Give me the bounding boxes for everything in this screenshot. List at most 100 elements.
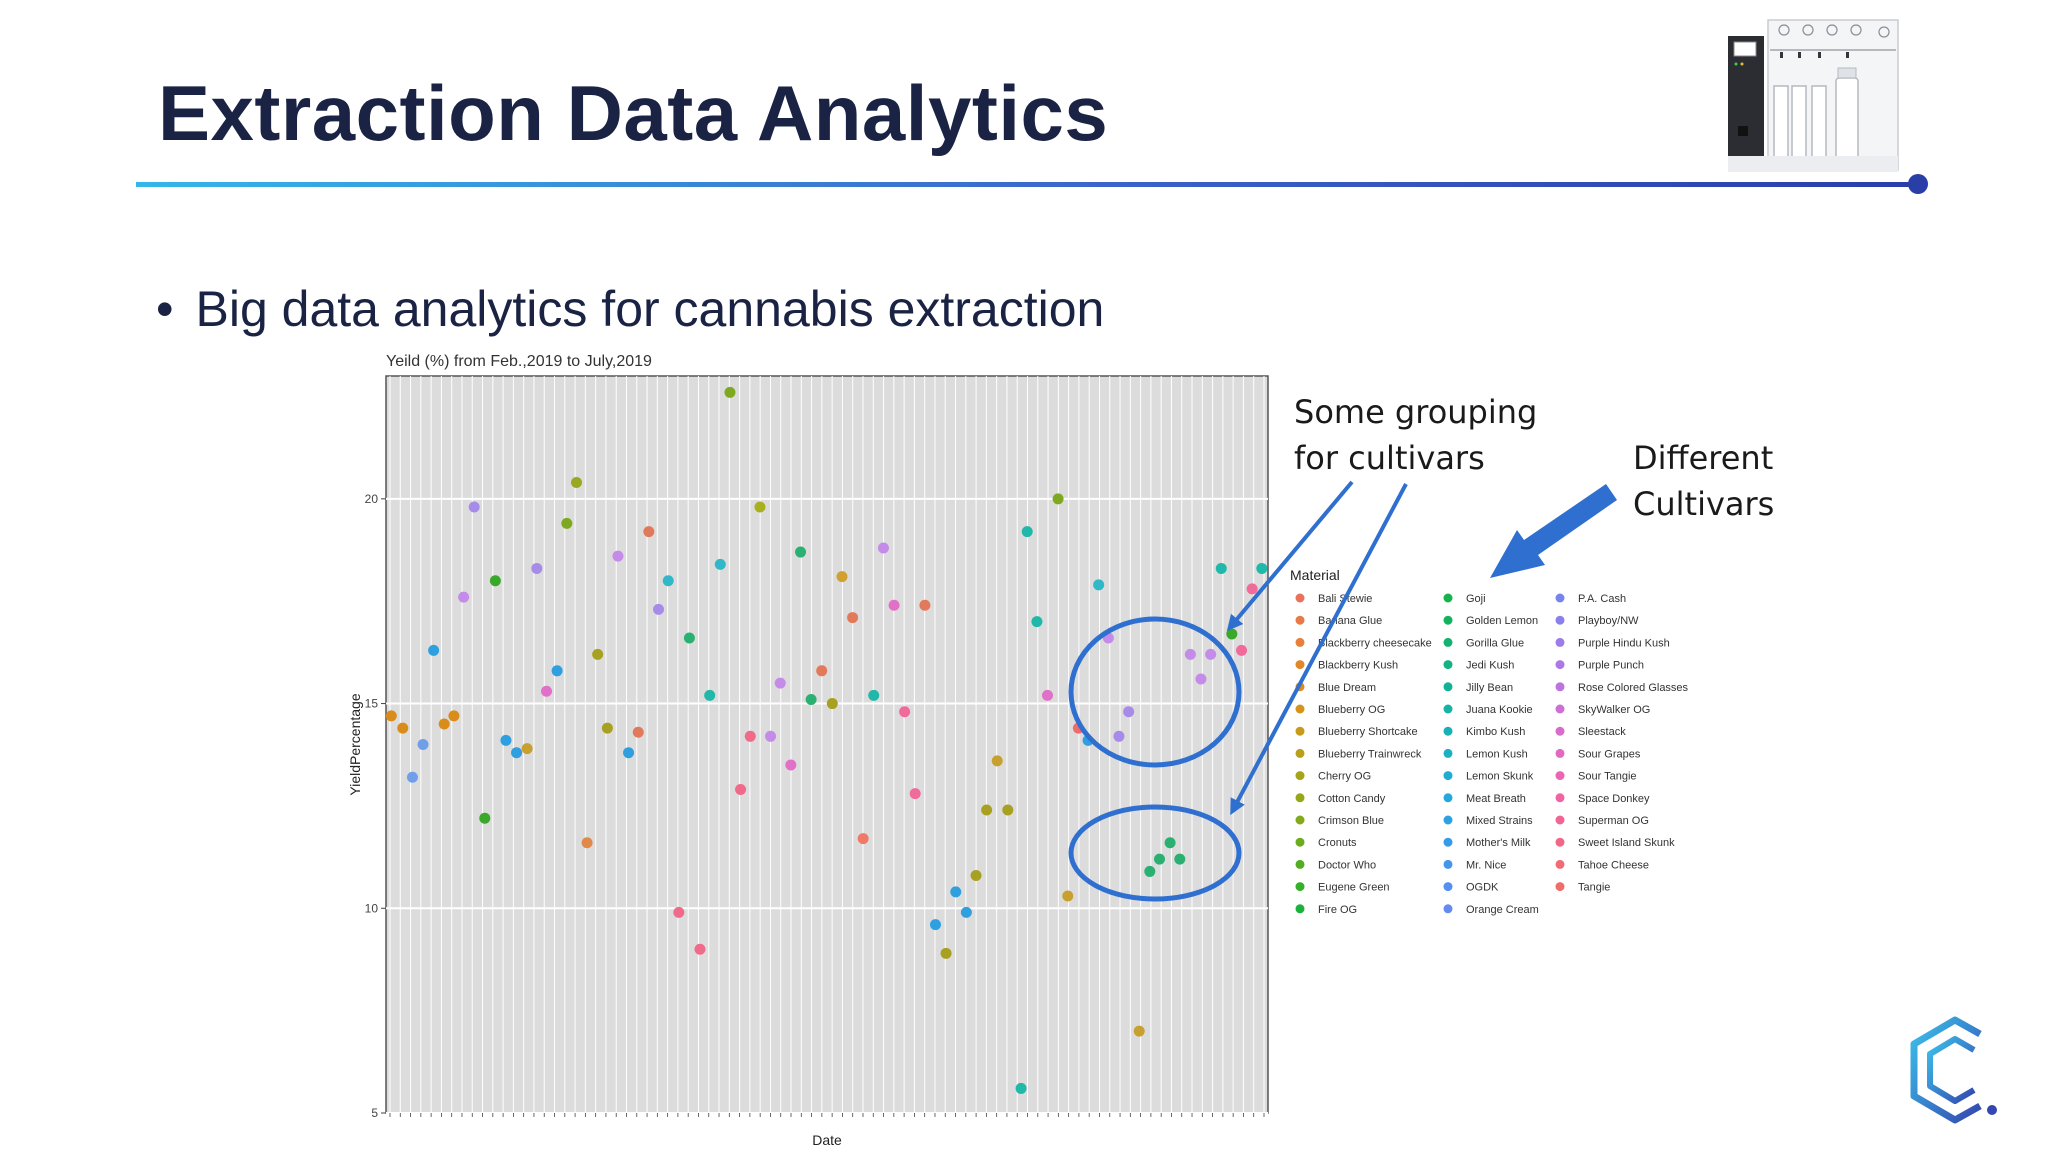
- bullet-point: • Big data analytics for cannabis extract…: [156, 280, 1104, 338]
- data-point: [592, 648, 604, 660]
- legend-label: P.A. Cash: [1578, 593, 1626, 605]
- legend-key: [1555, 682, 1565, 692]
- legend-key: [1295, 771, 1305, 781]
- legend-key: [1443, 815, 1453, 825]
- data-point: [428, 644, 440, 656]
- data-point: [857, 833, 869, 845]
- data-point: [397, 722, 409, 734]
- legend-label: Blueberry OG: [1318, 704, 1385, 716]
- legend-key: [1295, 615, 1305, 625]
- data-point: [511, 747, 523, 759]
- data-point: [581, 837, 593, 849]
- legend-label: Meat Breath: [1466, 793, 1526, 805]
- legend-label: Rose Colored Glasses: [1578, 682, 1689, 694]
- legend-label: Crimson Blue: [1318, 815, 1384, 827]
- legend-label: Jilly Bean: [1466, 682, 1513, 694]
- legend-label: Blue Dream: [1318, 682, 1376, 694]
- data-point: [571, 476, 583, 488]
- legend-label: Lemon Skunk: [1466, 771, 1534, 783]
- data-point: [643, 526, 655, 538]
- data-point: [1042, 689, 1053, 701]
- data-point: [1123, 706, 1135, 718]
- data-point: [1113, 730, 1125, 742]
- data-point: [805, 693, 817, 705]
- legend-key: [1555, 726, 1565, 736]
- legend-key: [1443, 793, 1453, 803]
- legend-label: Playboy/NW: [1578, 615, 1639, 627]
- data-point: [1093, 579, 1105, 591]
- data-point: [1256, 562, 1268, 574]
- legend-title: Material: [1290, 567, 1340, 583]
- data-point: [765, 730, 777, 742]
- legend-label: Tangie: [1578, 882, 1610, 894]
- data-point: [877, 542, 889, 554]
- data-point: [438, 718, 450, 730]
- data-point: [1226, 628, 1238, 640]
- legend-key: [1295, 726, 1305, 736]
- legend-label: SkyWalker OG: [1578, 704, 1650, 716]
- legend-label: Jedi Kush: [1466, 660, 1514, 672]
- legend-key: [1295, 793, 1305, 803]
- data-point: [1015, 1082, 1027, 1094]
- legend-key: [1443, 615, 1453, 625]
- legend-key: [1295, 637, 1305, 647]
- arrow-to-legend: [1490, 484, 1617, 578]
- highlight-ellipse-upper: [1068, 616, 1242, 768]
- data-point: [541, 685, 553, 697]
- data-point: [919, 599, 931, 611]
- highlight-ellipse-lower: [1068, 804, 1242, 902]
- legend-label: Tahoe Cheese: [1578, 859, 1649, 871]
- legend-label: Purple Hindu Kush: [1578, 637, 1670, 649]
- legend-label: Fire OG: [1318, 904, 1357, 916]
- data-point: [612, 550, 624, 562]
- data-point: [724, 386, 736, 398]
- data-point: [1215, 562, 1227, 574]
- chart-title: Yeild (%) from Feb.,2019 to July,2019: [386, 353, 652, 370]
- legend-label: Doctor Who: [1318, 859, 1376, 871]
- legend-label: Blackberry cheesecake: [1318, 637, 1432, 649]
- legend-key: [1295, 815, 1305, 825]
- legend-key: [1555, 637, 1565, 647]
- bullet-text: Big data analytics for cannabis extracti…: [195, 281, 1105, 337]
- data-point: [601, 722, 613, 734]
- legend-key: [1443, 637, 1453, 647]
- data-point: [888, 599, 900, 611]
- extraction-machine-icon: [1728, 19, 1899, 172]
- data-point: [1246, 583, 1258, 595]
- x-axis-label: Date: [812, 1132, 842, 1148]
- legend-label: Lemon Kush: [1466, 748, 1528, 760]
- data-point: [623, 747, 635, 759]
- legend-label: Blackberry Kush: [1318, 660, 1398, 672]
- data-point: [417, 739, 429, 750]
- y-tick-label: 15: [365, 697, 379, 711]
- legend-label: Juana Kookie: [1466, 704, 1533, 716]
- data-point: [714, 558, 726, 570]
- arrow-to-lower-group: [1230, 483, 1408, 816]
- data-point: [1133, 1025, 1145, 1037]
- data-point: [774, 677, 786, 689]
- legend-key: [1555, 771, 1565, 781]
- data-point: [632, 726, 644, 738]
- legend-label: Orange Cream: [1466, 904, 1539, 916]
- data-point: [500, 734, 512, 746]
- data-point: [1184, 648, 1196, 660]
- legend-key: [1555, 748, 1565, 758]
- data-point: [1164, 837, 1176, 849]
- data-point: [744, 730, 756, 742]
- legend-key: [1443, 748, 1453, 758]
- data-point: [1195, 673, 1207, 685]
- data-point: [816, 665, 828, 677]
- data-point: [826, 698, 838, 710]
- arrow-to-upper-group: [1226, 480, 1354, 632]
- data-point: [847, 612, 859, 624]
- legend-key: [1295, 748, 1305, 758]
- data-point: [1205, 648, 1217, 660]
- data-point: [909, 788, 921, 800]
- legend-label: Sleestack: [1578, 726, 1626, 738]
- legend-key: [1555, 660, 1565, 670]
- data-point: [1021, 526, 1033, 538]
- legend-key: [1443, 882, 1453, 892]
- data-point: [561, 517, 573, 529]
- data-point: [468, 501, 480, 513]
